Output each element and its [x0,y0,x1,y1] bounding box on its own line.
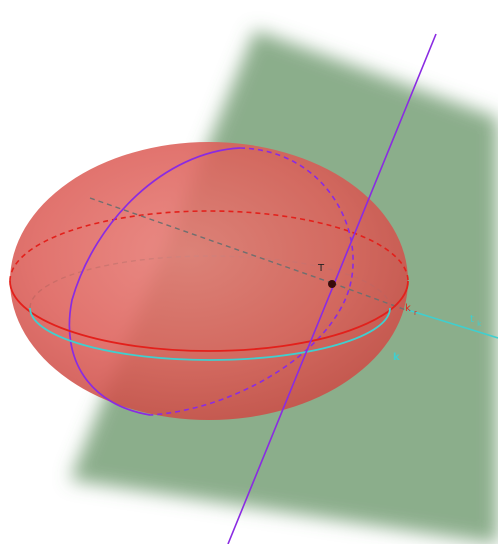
meridian-front [68,147,241,416]
point-T[interactable] [328,280,336,288]
tangent-line-tk [407,309,498,339]
dashed-line-gray [89,197,333,284]
label-k: k [393,352,400,363]
equator-kr-back [9,210,409,282]
label-tk-sub: k [477,320,482,328]
label-tk-main: t [470,314,474,325]
label-kr-main: k [405,303,411,314]
equator-kr-front [9,280,409,352]
label-kr-sub: r [414,309,417,317]
circle-k-front [29,307,391,361]
label-tk: t k [470,314,482,328]
dashed-line-gray-ext [331,282,407,311]
ellipsoid [10,142,408,420]
meridian-back [149,147,354,416]
normal-line [227,33,437,544]
label-T: T [317,263,325,274]
label-kr: k r [405,303,417,317]
